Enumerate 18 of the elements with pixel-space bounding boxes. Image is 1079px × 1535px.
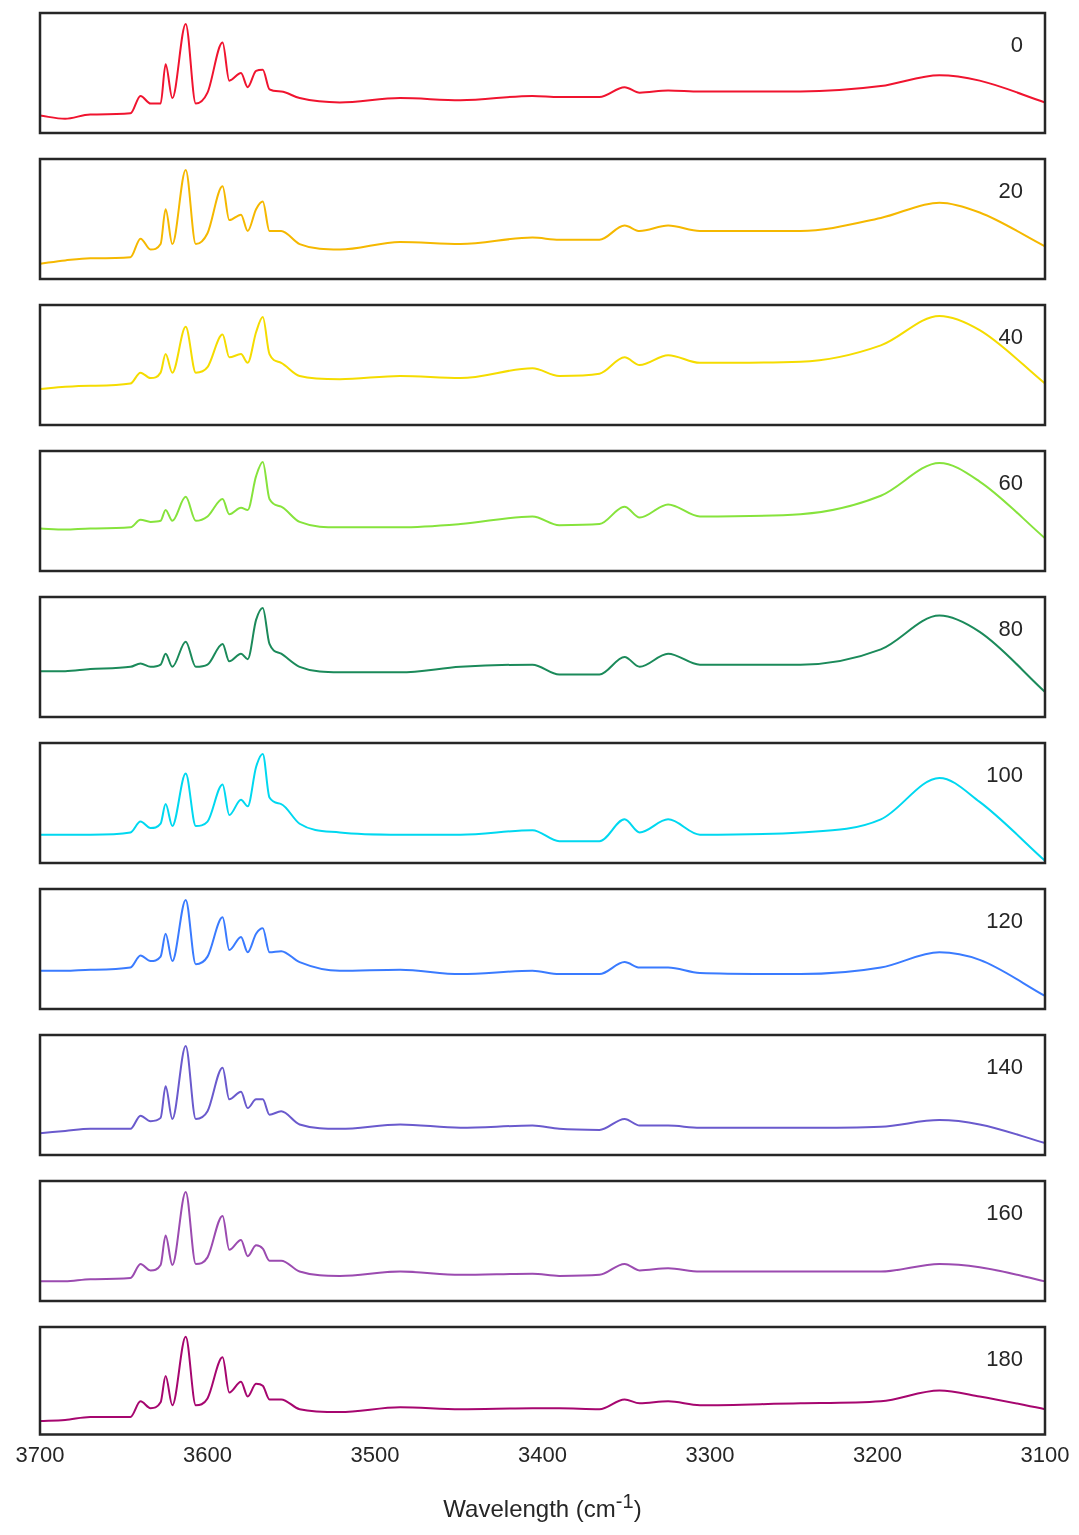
x-tick-label: 3500 (350, 1441, 400, 1467)
x-tick-label: 3100 (1020, 1441, 1070, 1467)
x-tick-label: 3400 (518, 1441, 567, 1467)
x-tick-label: 3600 (183, 1441, 232, 1467)
annotation: 120 (986, 908, 1023, 934)
annotation: 100 (986, 762, 1023, 788)
x-tick-label: 3200 (853, 1441, 902, 1467)
annotation: 0 (1010, 32, 1023, 58)
x-tick-label: 3700 (15, 1441, 65, 1467)
annotation: 180 (986, 1346, 1023, 1372)
annotation: 140 (986, 1054, 1023, 1080)
annotation: 60 (998, 470, 1023, 496)
annotation: 20 (998, 178, 1023, 204)
x-tick-label: 3300 (685, 1441, 735, 1467)
annotation: 80 (998, 616, 1023, 642)
x-axis-title: Wavelength (cm$^{-1}$) (442, 1490, 643, 1523)
annotation: 40 (998, 324, 1023, 350)
annotation: 160 (986, 1200, 1023, 1226)
